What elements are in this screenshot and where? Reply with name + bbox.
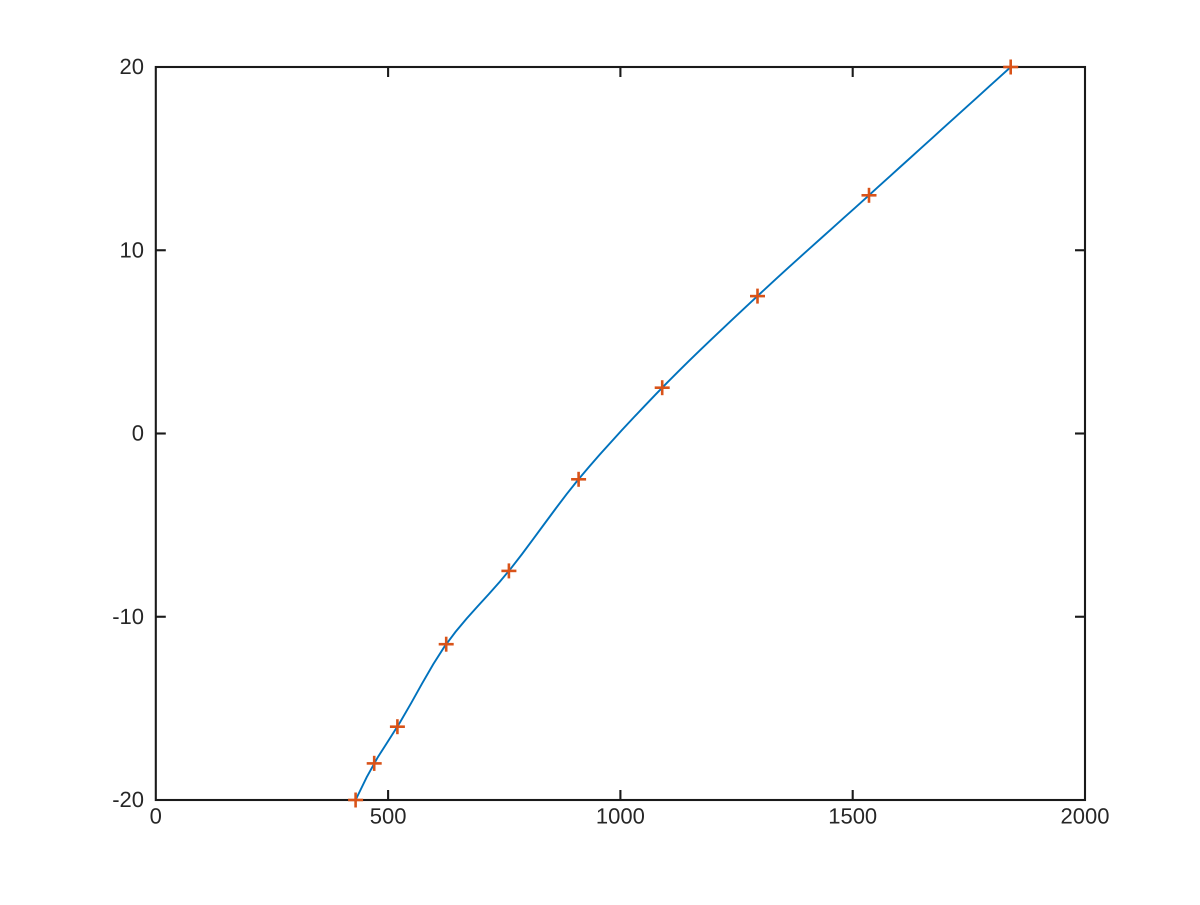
svg-text:0: 0 <box>132 421 144 446</box>
svg-text:20: 20 <box>120 54 144 79</box>
svg-text:10: 10 <box>120 237 144 262</box>
svg-text:-10: -10 <box>112 604 144 629</box>
svg-text:1000: 1000 <box>596 804 645 829</box>
svg-text:500: 500 <box>370 804 407 829</box>
svg-text:2000: 2000 <box>1061 804 1110 829</box>
svg-text:0: 0 <box>150 804 162 829</box>
svg-text:1500: 1500 <box>828 804 877 829</box>
svg-text:-20: -20 <box>112 787 144 812</box>
